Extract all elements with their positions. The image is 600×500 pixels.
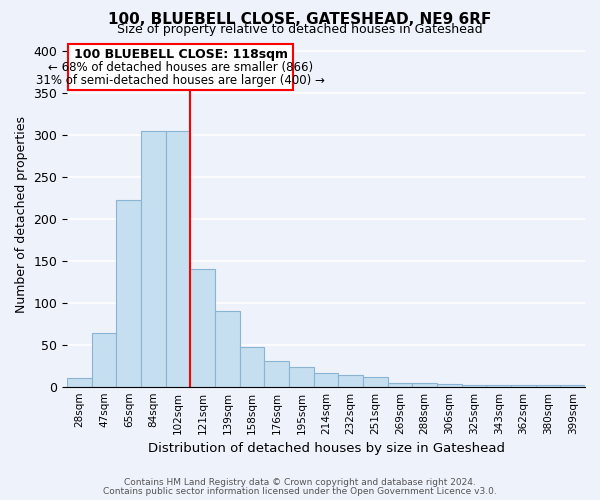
Bar (190, 269, 215, 386)
Text: Contains public sector information licensed under the Open Government Licence v3: Contains public sector information licen… (103, 487, 497, 496)
Bar (338, 375, 363, 386)
Bar (511, 385, 536, 386)
X-axis label: Distribution of detached houses by size in Gateshead: Distribution of detached houses by size … (148, 442, 505, 455)
Bar (388, 384, 412, 386)
Bar (437, 384, 462, 386)
Bar (240, 347, 265, 387)
Bar (92, 333, 116, 386)
Bar (462, 385, 487, 386)
Text: 100, BLUEBELL CLOSE, GATESHEAD, NE9 6RF: 100, BLUEBELL CLOSE, GATESHEAD, NE9 6RF (109, 12, 491, 28)
Bar (141, 130, 166, 386)
Bar (215, 311, 240, 386)
Bar (67, 378, 92, 386)
Bar (560, 385, 585, 386)
Bar (166, 132, 190, 386)
FancyBboxPatch shape (68, 44, 293, 90)
Bar (412, 384, 437, 386)
Bar (265, 360, 289, 386)
Bar (487, 385, 511, 386)
Bar (314, 373, 338, 386)
Bar (536, 385, 560, 386)
Text: Size of property relative to detached houses in Gateshead: Size of property relative to detached ho… (117, 22, 483, 36)
Text: Contains HM Land Registry data © Crown copyright and database right 2024.: Contains HM Land Registry data © Crown c… (124, 478, 476, 487)
Bar (116, 200, 141, 386)
Bar (363, 376, 388, 386)
Text: ← 68% of detached houses are smaller (866): ← 68% of detached houses are smaller (86… (48, 61, 313, 74)
Text: 31% of semi-detached houses are larger (400) →: 31% of semi-detached houses are larger (… (36, 74, 325, 88)
Y-axis label: Number of detached properties: Number of detached properties (15, 116, 28, 313)
Text: 100 BLUEBELL CLOSE: 118sqm: 100 BLUEBELL CLOSE: 118sqm (74, 48, 287, 60)
Bar (289, 368, 314, 386)
